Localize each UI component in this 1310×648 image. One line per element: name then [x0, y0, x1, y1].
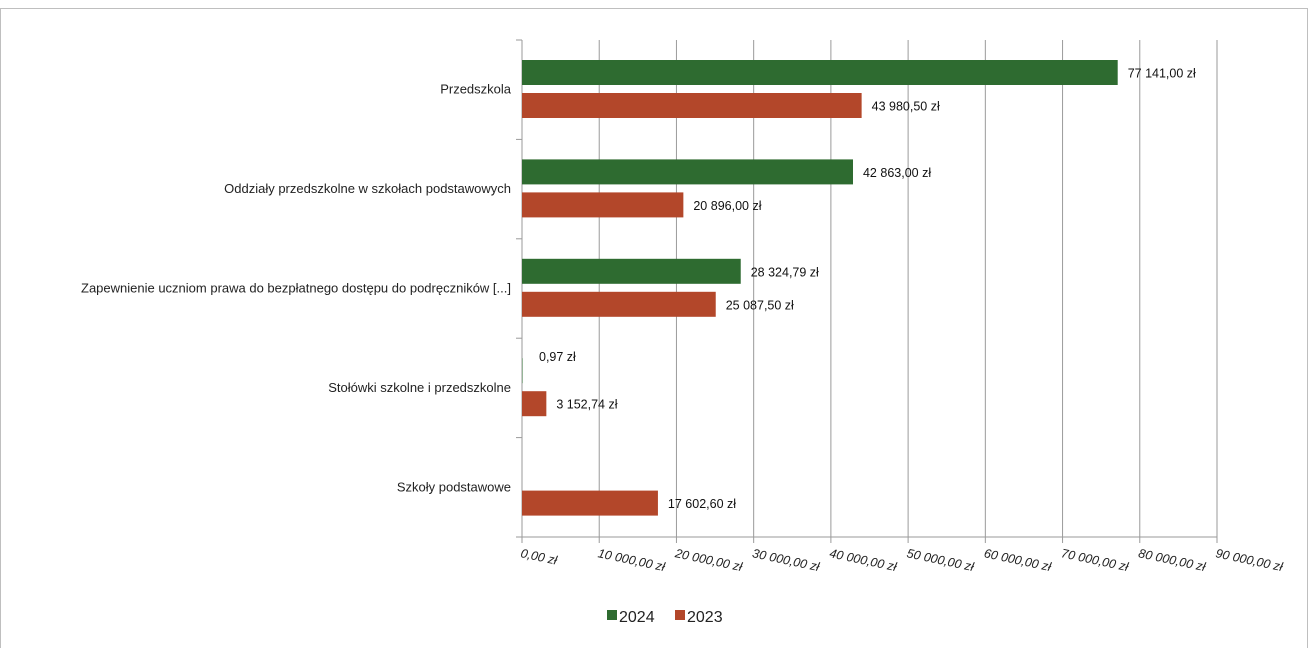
- data-label: 25 087,50 zł: [726, 298, 794, 312]
- data-label: 3 152,74 zł: [556, 398, 617, 412]
- axes: [516, 39, 1218, 543]
- bars: [522, 60, 1118, 516]
- legend: 2024 2023: [607, 609, 723, 626]
- chart-frame: [0, 8, 1308, 648]
- x-tick-label: 80 000,00 zł: [1137, 546, 1208, 574]
- legend-swatch-2023: [675, 610, 685, 620]
- bar-2023: [522, 93, 862, 118]
- bar-2024: [522, 258, 741, 284]
- bar-2023: [522, 391, 547, 417]
- data-label: 28 324,79 zł: [751, 265, 819, 279]
- data-labels: 77 141,00 zł 43 980,50 zł 42 863,00 zł 20 8…: [539, 67, 1196, 512]
- data-label: 20 896,00 zł: [693, 199, 761, 213]
- data-label: 17 602,60 zł: [668, 497, 736, 511]
- category-label: Szkoły podstawowe: [397, 479, 511, 494]
- x-tick-labels: 0,00 zł 10 000,00 zł 20 000,00 zł 30 000,00…: [519, 546, 1285, 574]
- bar-2024: [522, 159, 853, 185]
- legend-swatch-2024: [607, 610, 617, 620]
- bar-2024: [522, 60, 1118, 85]
- bar-2024: [522, 358, 523, 384]
- data-label: 43 980,50 zł: [872, 100, 940, 114]
- data-label: 77 141,00 zł: [1128, 67, 1196, 81]
- category-label: Oddziały przedszkolne w szkołach podstaw…: [224, 181, 511, 196]
- x-tick-label: 60 000,00 zł: [983, 546, 1054, 574]
- bar-2023: [522, 291, 716, 317]
- category-labels: Przedszkola Oddziały przedszkolne w szkoł…: [81, 82, 512, 495]
- category-label: Zapewnienie uczniom prawa do bezpłatnego…: [81, 281, 511, 296]
- x-tick-label: 90 000,00 zł: [1214, 546, 1285, 574]
- data-label: 42 863,00 zł: [863, 166, 931, 180]
- x-tick-label: 40 000,00 zł: [828, 546, 899, 574]
- x-tick-label: 0,00 zł: [519, 546, 559, 568]
- x-tick-label: 50 000,00 zł: [905, 546, 976, 574]
- category-label: Przedszkola: [440, 82, 512, 97]
- bar-2023: [522, 192, 684, 218]
- x-tick-label: 10 000,00 zł: [597, 546, 668, 574]
- gridlines: [598, 40, 1218, 537]
- category-label: Stołówki szkolne i przedszkolne: [328, 380, 511, 395]
- x-tick-label: 20 000,00 zł: [673, 546, 745, 574]
- bar-2023: [522, 490, 658, 516]
- legend-label-2024: 2024: [619, 609, 655, 626]
- data-label: 0,97 zł: [539, 350, 576, 364]
- x-tick-label: 70 000,00 zł: [1060, 546, 1131, 574]
- x-tick-label: 30 000,00 zł: [751, 546, 822, 574]
- legend-label-2023: 2023: [687, 609, 723, 626]
